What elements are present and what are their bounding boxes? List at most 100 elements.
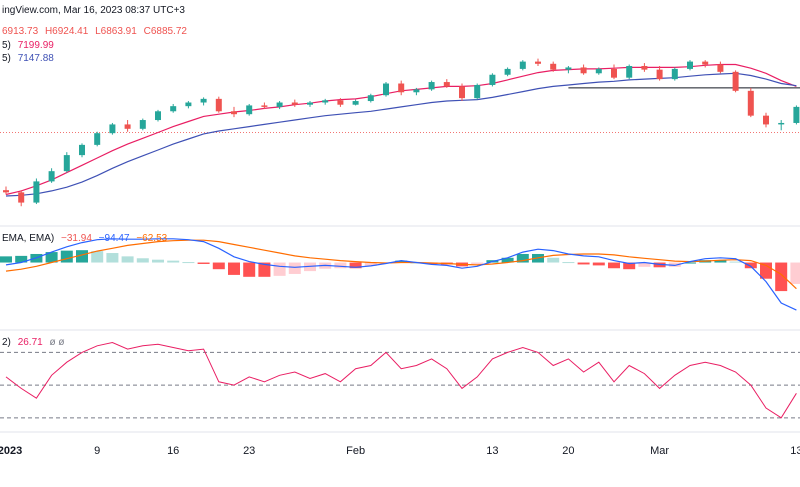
candle-body [383,83,389,96]
panel-dividers [0,225,800,433]
candle-body [215,98,222,112]
price-panel [0,58,800,207]
macd-hist-bar [76,250,88,263]
candle-body [504,68,511,75]
macd-hist-bar [182,262,195,264]
macd-hist-bar [562,262,575,264]
candle-body [337,100,344,105]
source-line: ingView.com, Mar 16, 2023 08:37 UTC+3 [2,5,185,16]
macd-hist-bar [243,262,256,277]
macd-panel [0,238,800,311]
candle-body [474,84,481,99]
time-axis-tick-label: Feb [346,445,365,457]
candle-body [200,98,207,103]
macd-hist-bar [623,262,636,270]
candle-body [763,115,769,125]
macd-hist-bar [790,262,800,284]
macd-hist-bar [592,262,605,266]
macd-hist-bar [638,262,651,267]
candle-body [63,155,70,172]
rsi-value: 26.71 [17,337,43,348]
candle-body [367,95,374,102]
ohlc-high: H6924.41 [44,26,89,37]
macd-hist-bar [729,261,742,263]
candle-body [489,74,496,85]
macd-hist-bar [395,260,408,263]
candle-body [79,144,85,156]
rsi-line [5,341,797,419]
macd-hist-bar [0,256,12,263]
candle-body [656,69,663,80]
candle-body [580,67,587,74]
macd-hist-bar [167,260,180,263]
signal-value: −94.47 [98,233,130,244]
macd-hist-bar [288,262,301,274]
macd-legend[interactable]: EMA, EMA) −31.94 −94.47 −62.53 [2,233,171,244]
candle-body [702,61,709,65]
candle-body [322,100,329,103]
macd-hist-bar [15,255,28,263]
candle-body [94,133,101,145]
macd-hist-bar [349,262,362,269]
candle-body [155,111,161,121]
candle-body [595,68,602,74]
candle-body [732,71,739,91]
time-axis-tick-label: 23 [243,445,255,457]
candle-body [550,63,557,70]
candle-body [626,65,633,78]
ma-fast-value: 7199.99 [17,40,54,51]
candle-body [535,61,541,64]
ohlc-readout: 6913.73 H6924.41 L6863.91 C6885.72 [2,26,191,37]
macd-hist-bar [197,262,210,264]
candle-body [641,65,648,70]
ohlc-low: L6863.91 [95,26,137,37]
rsi-legend[interactable]: 2) 26.71 ø ø [2,337,69,348]
candle-body [793,106,800,123]
candle-body [352,101,359,105]
ma-slow-legend[interactable]: 5) 7147.88 [2,53,58,64]
macd-hist-bar [136,258,149,263]
macd-hist-bar [547,257,560,263]
time-axis-tick-label: 9 [94,445,100,457]
candle-body [687,61,693,69]
candle-body [428,82,435,90]
rsi-label: 2) [2,337,11,348]
time-axis-tick-label: 13 [790,445,800,457]
ma-fast-legend[interactable]: 5) 7199.99 [2,40,58,51]
candle-body [109,124,116,134]
candle-body [139,120,146,129]
candle-body [3,190,9,193]
macd-hist-bar [273,262,286,276]
macd-hist-bar [106,253,119,263]
macd-value: −31.94 [61,233,92,244]
candle-body [170,106,177,112]
candle-body [413,89,420,93]
candle-body [778,122,785,125]
rsi-panel [0,341,800,419]
rsi-extra: ø ø [49,337,65,348]
time-axis-tick-label: 20 [562,445,574,457]
macd-hist-bar [152,259,164,263]
candle-body [246,105,253,115]
macd-hist-bar [228,262,240,275]
ma-fast-label: 5) [2,40,11,51]
ma-slow-label: 5) [2,53,11,64]
macd-hist-bar [471,262,484,264]
macd-hist-bar [668,262,681,267]
candle-body [231,111,237,115]
macd-hist-bar [334,262,347,269]
macd-hist-bar [364,262,377,266]
time-axis-tick-label: 2023 [0,445,22,457]
macd-hist-bar [775,262,788,292]
ma-fast-line [5,72,797,197]
macd-hist-bar [91,251,104,263]
macd-hist-bar [60,250,73,263]
ma-slow-value: 7147.88 [17,53,54,64]
time-axis: 2023 9 16 23 Feb 13 20 Mar 13 [0,445,800,457]
macd-hist-bar [608,262,620,269]
candle-body [261,105,268,107]
candle-body [124,124,131,129]
time-axis-tick-label: 16 [167,445,179,457]
candle-body [398,83,405,93]
